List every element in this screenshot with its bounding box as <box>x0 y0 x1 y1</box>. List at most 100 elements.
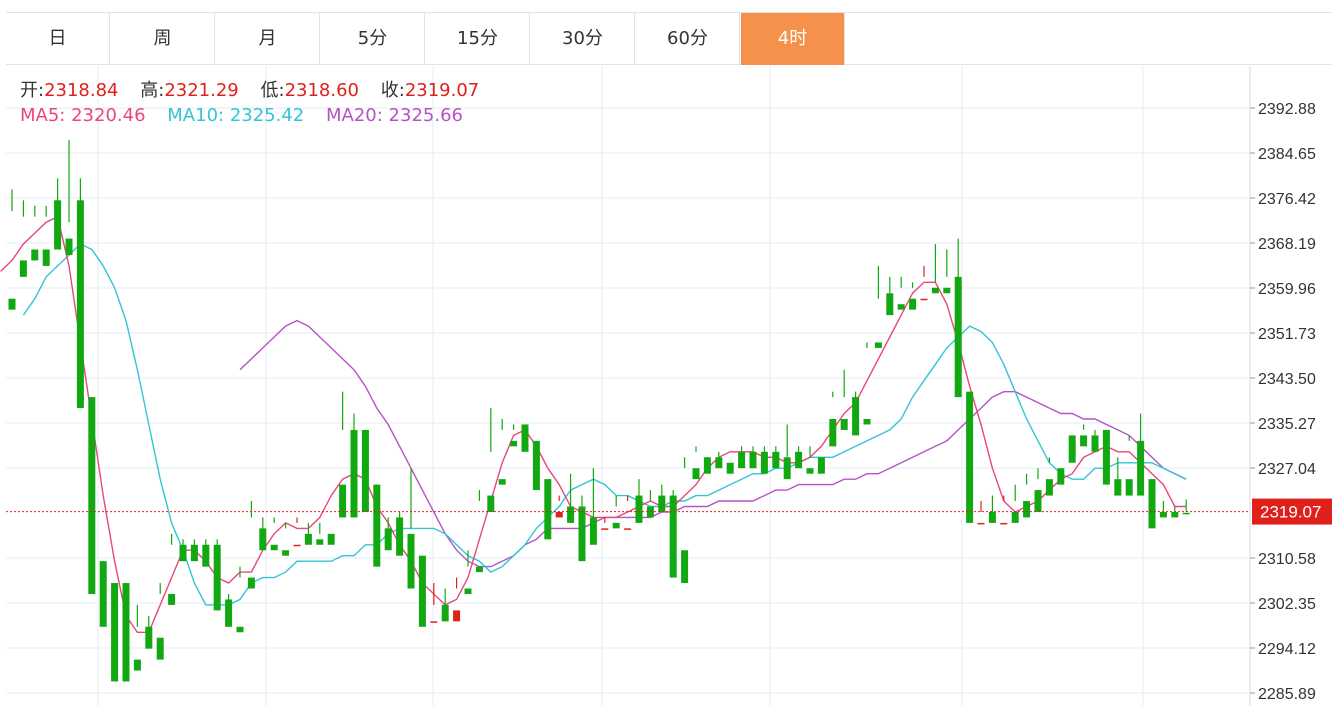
candle-body-25 <box>293 544 301 547</box>
candle-body-76 <box>874 342 882 348</box>
candle-39 <box>453 577 461 622</box>
candle-73 <box>840 369 848 430</box>
candle-body-96 <box>1102 429 1110 485</box>
candle-body-97 <box>1114 479 1122 496</box>
candle-90 <box>1034 468 1042 512</box>
candle-body-22 <box>259 528 267 551</box>
candle-0 <box>8 189 16 310</box>
candle-body-71 <box>817 457 825 474</box>
candle-body-55 <box>635 495 643 523</box>
candle-72 <box>829 391 837 447</box>
y-tick-label-2: 2376.42 <box>1258 191 1316 208</box>
candle-32 <box>373 484 381 567</box>
candle-95 <box>1091 429 1099 452</box>
candle-88 <box>1011 484 1019 523</box>
candle-40 <box>464 550 472 594</box>
candle-8 <box>99 561 107 627</box>
candle-50 <box>578 495 586 562</box>
candle-36 <box>418 555 426 627</box>
candle-body-38 <box>441 604 449 622</box>
candle-body-95 <box>1091 435 1099 452</box>
candle-body-65 <box>749 451 757 469</box>
candle-body-4 <box>54 200 62 250</box>
candle-body-69 <box>795 451 803 469</box>
candle-55 <box>635 479 643 523</box>
candle-52 <box>601 517 609 530</box>
tab-2[interactable]: 周 <box>111 13 215 65</box>
candle-body-80 <box>920 298 928 301</box>
candle-body-32 <box>373 484 381 567</box>
tab-5[interactable]: 15分 <box>426 13 530 65</box>
candle-body-9 <box>111 583 119 682</box>
ma5-line <box>0 215 1187 633</box>
tab-4[interactable]: 5分 <box>321 13 425 65</box>
y-tick-label-4: 2359.96 <box>1258 281 1316 298</box>
candle-28 <box>327 533 335 545</box>
tab-8[interactable]: 4时 <box>741 13 845 65</box>
candle-body-67 <box>772 451 780 469</box>
candle-30 <box>350 413 358 518</box>
candle-43 <box>498 419 506 485</box>
tab-6[interactable]: 30分 <box>531 13 635 65</box>
candle-16 <box>190 539 198 562</box>
candle-14 <box>168 533 176 605</box>
candle-42 <box>487 408 495 512</box>
candle-body-68 <box>783 457 791 480</box>
candle-body-77 <box>886 293 894 316</box>
candle-body-2 <box>31 249 39 261</box>
tab-1[interactable]: 日 <box>6 13 110 65</box>
candle-98 <box>1125 435 1133 496</box>
candle-13 <box>156 583 164 660</box>
candle-37 <box>430 583 438 623</box>
candle-86 <box>988 495 996 523</box>
candle-body-43 <box>498 479 506 485</box>
candle-body-23 <box>270 544 278 551</box>
ma20-line <box>239 319 1187 568</box>
candle-body-58 <box>669 495 677 578</box>
candle-76 <box>874 265 882 348</box>
candle-60 <box>692 446 700 480</box>
candle-2 <box>31 205 39 261</box>
ma-row: MA5: 2320.46 MA10: 2325.42 MA20: 2325.66 <box>20 103 495 128</box>
candle-body-0 <box>8 298 16 310</box>
tab-3[interactable]: 月 <box>216 13 320 65</box>
candle-body-70 <box>806 468 814 474</box>
candle-body-51 <box>589 517 597 545</box>
candle-body-11 <box>133 659 141 671</box>
candle-83 <box>954 238 962 398</box>
current-price-badge <box>1252 498 1332 525</box>
ma10-value: 2325.42 <box>229 105 305 126</box>
ma20-value: 2325.66 <box>388 105 463 126</box>
candle-body-26 <box>304 533 312 545</box>
candle-68 <box>783 424 791 480</box>
candle-51 <box>589 468 597 545</box>
candle-102 <box>1171 506 1179 518</box>
candle-7 <box>88 397 96 594</box>
tab-7[interactable]: 60分 <box>636 13 740 65</box>
candle-77 <box>886 276 894 316</box>
candle-body-48 <box>555 511 563 518</box>
candle-78 <box>897 276 905 310</box>
candle-96 <box>1102 429 1110 485</box>
candle-body-35 <box>407 533 415 589</box>
candle-81 <box>931 244 939 294</box>
candle-body-101 <box>1159 511 1167 518</box>
open-label: 开: <box>20 80 45 101</box>
candle-body-16 <box>190 544 198 562</box>
candle-body-49 <box>567 506 575 523</box>
high-label: 高: <box>140 80 165 101</box>
candle-61 <box>703 457 711 474</box>
candle-31 <box>361 429 369 512</box>
candle-body-66 <box>760 451 768 474</box>
low-value: 2318.60 <box>284 80 360 101</box>
candle-body-54 <box>624 528 632 530</box>
candle-body-82 <box>943 287 951 294</box>
candle-body-13 <box>156 637 164 660</box>
candle-70 <box>806 446 814 474</box>
candle-63 <box>726 462 734 474</box>
ma20-label: MA20: <box>326 105 383 126</box>
candle-47 <box>544 479 552 540</box>
y-tick-label-5: 2351.73 <box>1258 326 1316 343</box>
candle-body-46 <box>532 440 540 491</box>
candle-body-84 <box>966 391 974 523</box>
